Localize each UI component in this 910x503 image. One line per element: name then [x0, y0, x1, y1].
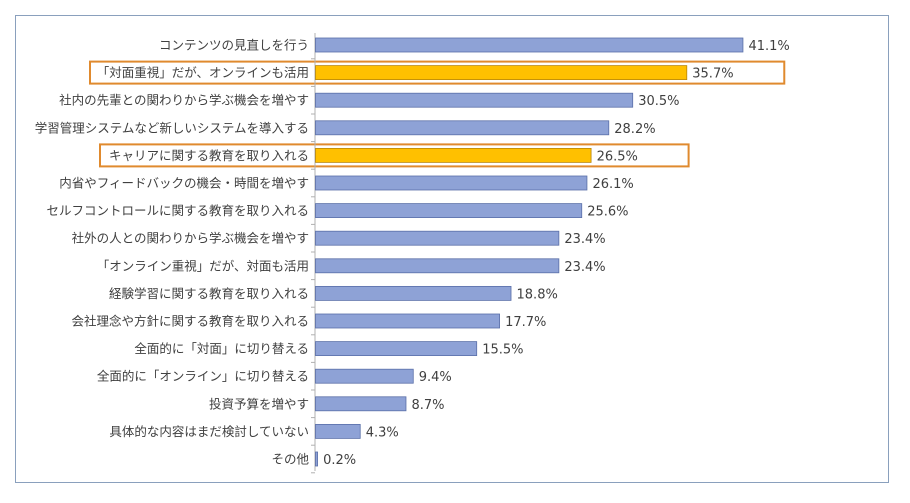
value-label: 0.2% [323, 453, 356, 468]
value-label: 17.7% [505, 315, 546, 330]
bar [315, 423, 361, 439]
value-label: 23.4% [564, 232, 605, 247]
bar [315, 313, 500, 329]
bar [315, 92, 634, 108]
bar [315, 285, 512, 301]
value-label: 23.4% [564, 260, 605, 275]
bar [315, 120, 610, 136]
bar [315, 451, 318, 467]
category-label: 社内の先輩との関わりから学ぶ機会を増やす [59, 93, 309, 108]
bar [315, 175, 588, 191]
category-label: その他 [271, 452, 309, 467]
highlighted-bar [315, 147, 592, 163]
category-label: 投資予算を増やす [209, 396, 309, 411]
category-label: 社外の人との関わりから学ぶ機会を増やす [72, 231, 309, 246]
category-label: セルフコントロールに関する教育を取り入れる [46, 203, 309, 218]
bar [315, 396, 407, 412]
value-label: 9.4% [419, 370, 452, 385]
bar [315, 230, 560, 246]
category-label: 内省やフィードバックの機会・時間を増やす [59, 176, 309, 191]
value-label: 26.1% [592, 177, 633, 192]
bar [315, 203, 583, 219]
category-label: 会社理念や方針に関する教育を取り入れる [71, 314, 309, 329]
value-label: 18.8% [517, 287, 558, 302]
value-label: 28.2% [614, 122, 655, 137]
category-label: 全面的に「対面」に切り替える [134, 341, 309, 356]
value-label: 4.3% [366, 425, 399, 440]
highlight-box [99, 143, 690, 168]
value-label: 26.5% [597, 149, 638, 164]
value-label: 41.1% [748, 39, 789, 54]
bar [315, 37, 744, 53]
category-label: 「対面重視」だが、オンラインも活用 [97, 65, 309, 80]
value-label: 8.7% [411, 398, 444, 413]
category-label: コンテンツの見直しを行う [159, 38, 309, 53]
category-label: 具体的な内容はまだ検討していない [109, 424, 309, 439]
category-label: 経験学習に関する教育を取り入れる [109, 286, 309, 301]
highlighted-bar [315, 65, 688, 80]
category-label: キャリアに関する教育を取り入れる [109, 148, 309, 163]
bar [315, 341, 478, 357]
category-label: 学習管理システムなど新しいシステムを導入する [35, 120, 309, 135]
value-label: 25.6% [587, 205, 628, 220]
category-label: 「オンライン重視」だが、対面も活用 [97, 258, 309, 273]
value-label: 35.7% [692, 67, 733, 82]
highlight-box [89, 60, 786, 85]
bar [315, 258, 560, 274]
value-label: 15.5% [482, 343, 523, 358]
category-label: 全面的に「オンライン」に切り替える [97, 369, 309, 384]
value-label: 30.5% [638, 94, 679, 109]
bar [315, 368, 414, 384]
